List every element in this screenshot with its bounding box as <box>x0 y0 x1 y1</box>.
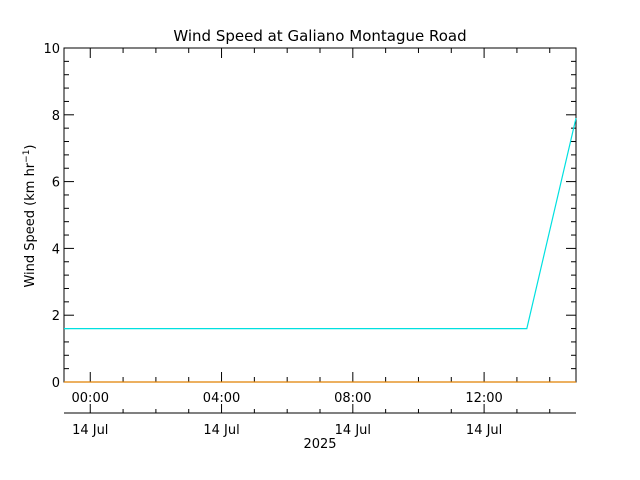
date-tick-label: 14 Jul <box>335 423 371 438</box>
y-tick-label: 0 <box>52 376 60 391</box>
y-tick-label: 4 <box>52 242 60 257</box>
y-axis-label-close: ) <box>23 144 38 149</box>
chart-title: Wind Speed at Galiano Montague Road <box>173 27 466 45</box>
x-tick-label: 04:00 <box>203 391 240 406</box>
y-tick-label: 2 <box>52 309 60 324</box>
date-tick-label: 14 Jul <box>203 423 239 438</box>
series-layer <box>64 117 577 383</box>
y-axis: 0 2 4 6 8 10 <box>43 42 576 391</box>
y-axis-label-exponent: −1 <box>22 150 32 163</box>
y-tick-label: 6 <box>52 176 60 191</box>
date-tick-label: 14 Jul <box>72 423 108 438</box>
x-tick-label: 12:00 <box>465 391 502 406</box>
x-tick-label: 08:00 <box>334 391 371 406</box>
date-tick-label: 14 Jul <box>466 423 502 438</box>
y-axis-label-main: Wind Speed (km hr <box>23 162 38 287</box>
x-tick-label: 00:00 <box>72 391 109 406</box>
x-axis: 00:00 14 Jul 04:00 14 Jul 08:00 14 Jul 12:00 14… <box>72 48 551 438</box>
series-1-line <box>64 117 577 330</box>
plot-frame <box>63 47 577 383</box>
y-axis-label: Wind Speed (km hr−1) <box>22 144 38 287</box>
year-label: 2025 <box>303 437 336 452</box>
y-tick-label: 10 <box>43 42 60 57</box>
y-tick-label: 8 <box>52 109 60 124</box>
